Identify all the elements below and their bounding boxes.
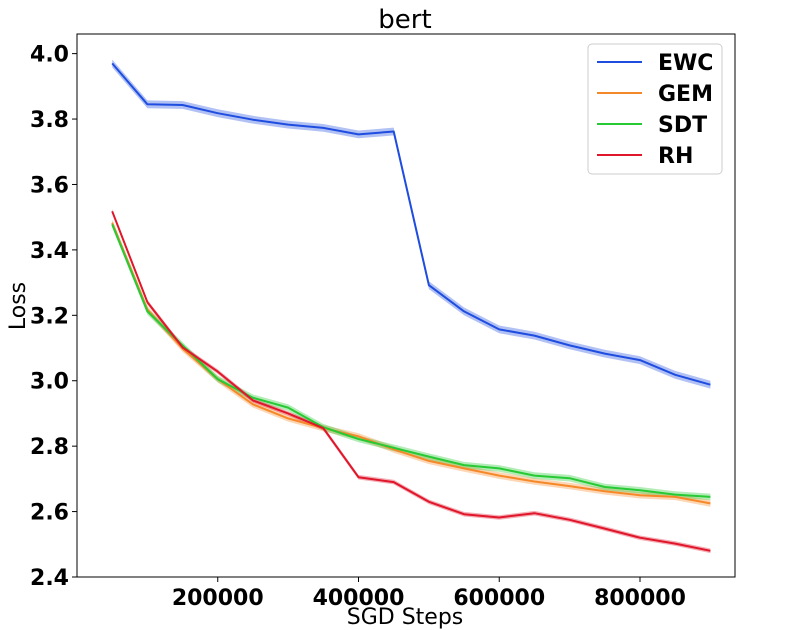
y-axis-label: Loss <box>6 282 31 330</box>
plot-frame <box>76 33 736 578</box>
y-tick-label: 2.8 <box>30 435 69 460</box>
legend-label-gem: GEM <box>658 82 713 107</box>
x-tick-label: 200000 <box>172 586 264 611</box>
y-tick-label: 2.4 <box>30 566 69 591</box>
y-tick-label: 3.4 <box>30 239 69 264</box>
axis-ticks: 200000 400000 600000 800000 2.4 2.6 2.8 3.0 3.2 3… <box>30 43 686 611</box>
y-tick-label: 3.2 <box>30 304 69 329</box>
series-line-ewc <box>111 62 711 386</box>
x-tick-label: 800000 <box>594 586 686 611</box>
y-tick-label: 3.6 <box>30 173 69 198</box>
legend: EWC GEM SDT RH <box>587 43 723 175</box>
y-tick-label: 3.8 <box>30 108 69 133</box>
legend-label-sdt: SDT <box>658 113 707 138</box>
series-band-rh <box>112 209 711 554</box>
x-tick-label: 400000 <box>313 586 405 611</box>
y-tick-label: 2.6 <box>30 501 69 526</box>
legend-label-rh: RH <box>658 144 693 169</box>
legend-label-ewc: EWC <box>658 51 713 76</box>
x-tick-label: 600000 <box>453 586 545 611</box>
series-bands <box>112 59 711 554</box>
x-axis-label: SGD Steps <box>347 605 464 630</box>
y-tick-label: 3.0 <box>30 370 69 395</box>
chart-title: bert <box>378 5 431 35</box>
legend-box <box>587 43 723 175</box>
y-tick-label: 4.0 <box>30 43 69 68</box>
series-line-sdt <box>111 224 711 498</box>
series-line-rh <box>111 210 711 552</box>
series-lines <box>111 62 711 552</box>
